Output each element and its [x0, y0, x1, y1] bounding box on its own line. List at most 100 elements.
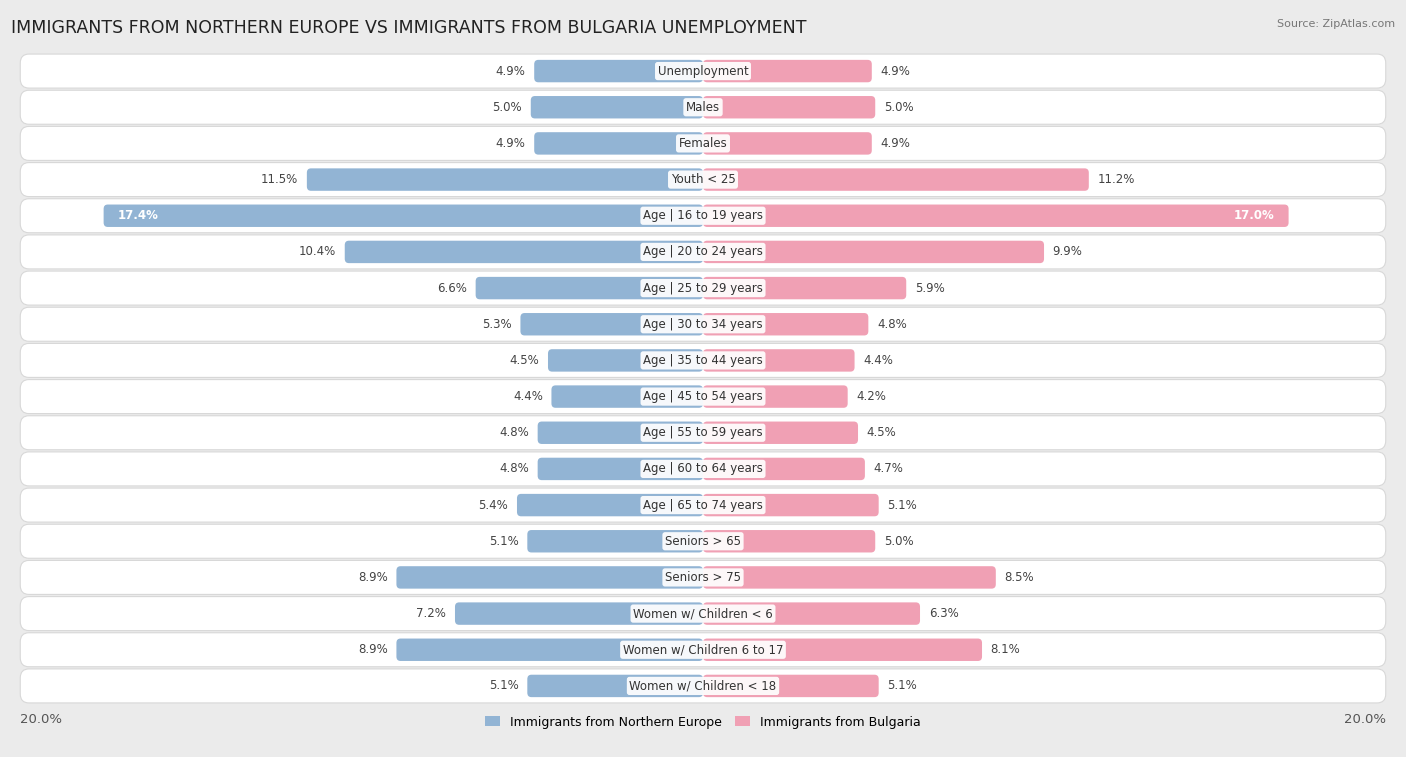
Text: Age | 25 to 29 years: Age | 25 to 29 years [643, 282, 763, 294]
Text: 4.8%: 4.8% [499, 426, 529, 439]
FancyBboxPatch shape [703, 603, 920, 625]
Text: 20.0%: 20.0% [1344, 713, 1386, 726]
Text: 8.5%: 8.5% [1004, 571, 1033, 584]
Text: 5.1%: 5.1% [887, 499, 917, 512]
Text: 5.0%: 5.0% [884, 534, 914, 548]
Text: 4.9%: 4.9% [496, 64, 526, 77]
FancyBboxPatch shape [20, 126, 1386, 160]
FancyBboxPatch shape [20, 633, 1386, 667]
Text: IMMIGRANTS FROM NORTHERN EUROPE VS IMMIGRANTS FROM BULGARIA UNEMPLOYMENT: IMMIGRANTS FROM NORTHERN EUROPE VS IMMIG… [11, 19, 807, 37]
FancyBboxPatch shape [703, 530, 875, 553]
FancyBboxPatch shape [534, 132, 703, 154]
Text: 20.0%: 20.0% [20, 713, 62, 726]
Text: 4.2%: 4.2% [856, 390, 886, 403]
FancyBboxPatch shape [551, 385, 703, 408]
FancyBboxPatch shape [703, 60, 872, 83]
FancyBboxPatch shape [703, 458, 865, 480]
Text: 17.0%: 17.0% [1234, 209, 1275, 223]
Text: Males: Males [686, 101, 720, 114]
FancyBboxPatch shape [20, 307, 1386, 341]
Text: 8.9%: 8.9% [359, 571, 388, 584]
FancyBboxPatch shape [396, 639, 703, 661]
FancyBboxPatch shape [703, 674, 879, 697]
Text: Youth < 25: Youth < 25 [671, 173, 735, 186]
FancyBboxPatch shape [534, 60, 703, 83]
FancyBboxPatch shape [20, 560, 1386, 594]
Text: Seniors > 75: Seniors > 75 [665, 571, 741, 584]
Text: 17.4%: 17.4% [117, 209, 159, 223]
FancyBboxPatch shape [517, 494, 703, 516]
Text: 6.6%: 6.6% [437, 282, 467, 294]
FancyBboxPatch shape [20, 488, 1386, 522]
Text: Age | 30 to 34 years: Age | 30 to 34 years [643, 318, 763, 331]
FancyBboxPatch shape [520, 313, 703, 335]
FancyBboxPatch shape [703, 241, 1045, 263]
FancyBboxPatch shape [703, 132, 872, 154]
FancyBboxPatch shape [703, 168, 1088, 191]
Text: 11.5%: 11.5% [262, 173, 298, 186]
FancyBboxPatch shape [703, 566, 995, 589]
Text: 4.9%: 4.9% [496, 137, 526, 150]
Text: 4.8%: 4.8% [877, 318, 907, 331]
Text: Unemployment: Unemployment [658, 64, 748, 77]
FancyBboxPatch shape [20, 271, 1386, 305]
Text: 5.9%: 5.9% [915, 282, 945, 294]
FancyBboxPatch shape [20, 54, 1386, 88]
FancyBboxPatch shape [20, 163, 1386, 197]
Text: 5.1%: 5.1% [489, 534, 519, 548]
Text: Seniors > 65: Seniors > 65 [665, 534, 741, 548]
FancyBboxPatch shape [527, 674, 703, 697]
FancyBboxPatch shape [20, 344, 1386, 378]
Text: 4.7%: 4.7% [873, 463, 904, 475]
FancyBboxPatch shape [531, 96, 703, 118]
FancyBboxPatch shape [703, 349, 855, 372]
Text: 5.1%: 5.1% [489, 680, 519, 693]
Text: 5.1%: 5.1% [887, 680, 917, 693]
Text: 5.4%: 5.4% [478, 499, 509, 512]
FancyBboxPatch shape [548, 349, 703, 372]
Text: 5.0%: 5.0% [884, 101, 914, 114]
Text: Women w/ Children 6 to 17: Women w/ Children 6 to 17 [623, 643, 783, 656]
FancyBboxPatch shape [396, 566, 703, 589]
Text: 4.9%: 4.9% [880, 137, 910, 150]
FancyBboxPatch shape [527, 530, 703, 553]
Legend: Immigrants from Northern Europe, Immigrants from Bulgaria: Immigrants from Northern Europe, Immigra… [481, 711, 925, 734]
FancyBboxPatch shape [20, 199, 1386, 232]
Text: 5.0%: 5.0% [492, 101, 522, 114]
FancyBboxPatch shape [456, 603, 703, 625]
Text: Age | 65 to 74 years: Age | 65 to 74 years [643, 499, 763, 512]
FancyBboxPatch shape [703, 204, 1289, 227]
FancyBboxPatch shape [20, 525, 1386, 558]
FancyBboxPatch shape [20, 90, 1386, 124]
FancyBboxPatch shape [703, 494, 879, 516]
Text: Age | 45 to 54 years: Age | 45 to 54 years [643, 390, 763, 403]
Text: 5.3%: 5.3% [482, 318, 512, 331]
Text: 4.5%: 4.5% [866, 426, 897, 439]
Text: 4.9%: 4.9% [880, 64, 910, 77]
Text: Age | 60 to 64 years: Age | 60 to 64 years [643, 463, 763, 475]
FancyBboxPatch shape [20, 669, 1386, 703]
Text: 4.4%: 4.4% [513, 390, 543, 403]
FancyBboxPatch shape [20, 452, 1386, 486]
FancyBboxPatch shape [537, 422, 703, 444]
FancyBboxPatch shape [104, 204, 703, 227]
Text: 10.4%: 10.4% [299, 245, 336, 258]
FancyBboxPatch shape [20, 416, 1386, 450]
Text: 6.3%: 6.3% [928, 607, 959, 620]
Text: Age | 16 to 19 years: Age | 16 to 19 years [643, 209, 763, 223]
Text: 8.9%: 8.9% [359, 643, 388, 656]
FancyBboxPatch shape [20, 379, 1386, 413]
Text: 11.2%: 11.2% [1098, 173, 1135, 186]
Text: Age | 35 to 44 years: Age | 35 to 44 years [643, 354, 763, 367]
Text: 4.4%: 4.4% [863, 354, 893, 367]
Text: Age | 55 to 59 years: Age | 55 to 59 years [643, 426, 763, 439]
FancyBboxPatch shape [20, 235, 1386, 269]
FancyBboxPatch shape [703, 96, 875, 118]
Text: Females: Females [679, 137, 727, 150]
FancyBboxPatch shape [344, 241, 703, 263]
Text: Age | 20 to 24 years: Age | 20 to 24 years [643, 245, 763, 258]
FancyBboxPatch shape [703, 422, 858, 444]
FancyBboxPatch shape [703, 639, 981, 661]
Text: 4.8%: 4.8% [499, 463, 529, 475]
FancyBboxPatch shape [703, 277, 907, 299]
